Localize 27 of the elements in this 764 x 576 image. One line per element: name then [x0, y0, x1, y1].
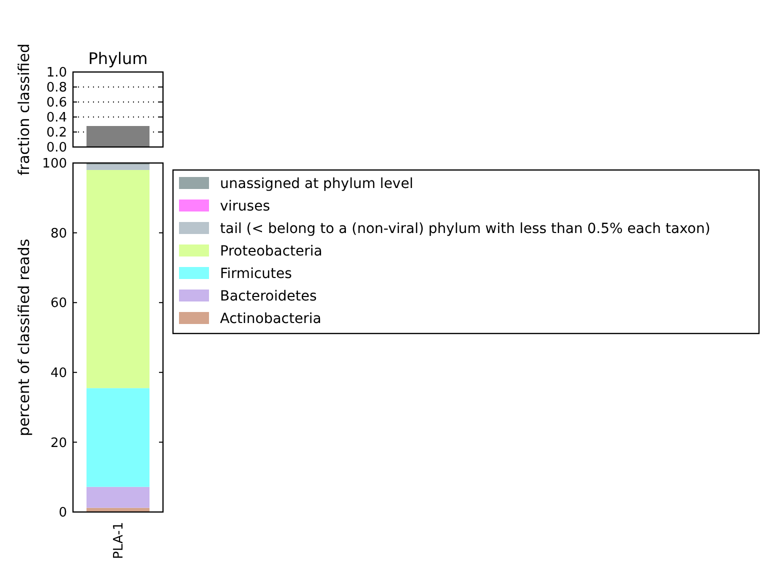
y-tick-label: 0.0	[46, 140, 67, 156]
bar	[86, 486, 150, 508]
legend-label: Firmicutes	[220, 266, 292, 282]
chart-title: Phylum	[88, 49, 148, 68]
y-tick-label: 1.0	[46, 66, 67, 81]
bar	[86, 388, 150, 487]
legend-label: viruses	[220, 198, 270, 214]
y-tick-label: 100	[42, 156, 67, 172]
y-axis-title: percent of classified reads	[15, 238, 33, 436]
legend-label: Bacteroidetes	[220, 288, 317, 304]
y-tick-label: 60	[50, 296, 67, 312]
y-tick-label: 0.2	[46, 126, 67, 141]
y-tick-label: 0.6	[46, 96, 67, 111]
x-tick-label: PLA-1	[112, 522, 127, 559]
y-axis-title: fraction classified	[15, 44, 33, 176]
legend-label: tail (< belong to a (non-viral) phylum with less than 0.5% each taxon)	[220, 220, 710, 237]
bar	[86, 170, 150, 388]
y-tick-label: 40	[50, 366, 67, 381]
y-tick-label: 0.4	[46, 110, 67, 126]
y-tick-label: 80	[50, 226, 67, 242]
y-tick-label: 0	[58, 506, 67, 521]
y-tick-label: 20	[50, 436, 67, 451]
legend-label: Actinobacteria	[220, 310, 322, 327]
legend-label: Proteobacteria	[220, 243, 322, 260]
y-tick-label: 0.8	[46, 80, 67, 96]
legend-label: unassigned at phylum level	[220, 176, 414, 192]
bar	[86, 164, 150, 170]
